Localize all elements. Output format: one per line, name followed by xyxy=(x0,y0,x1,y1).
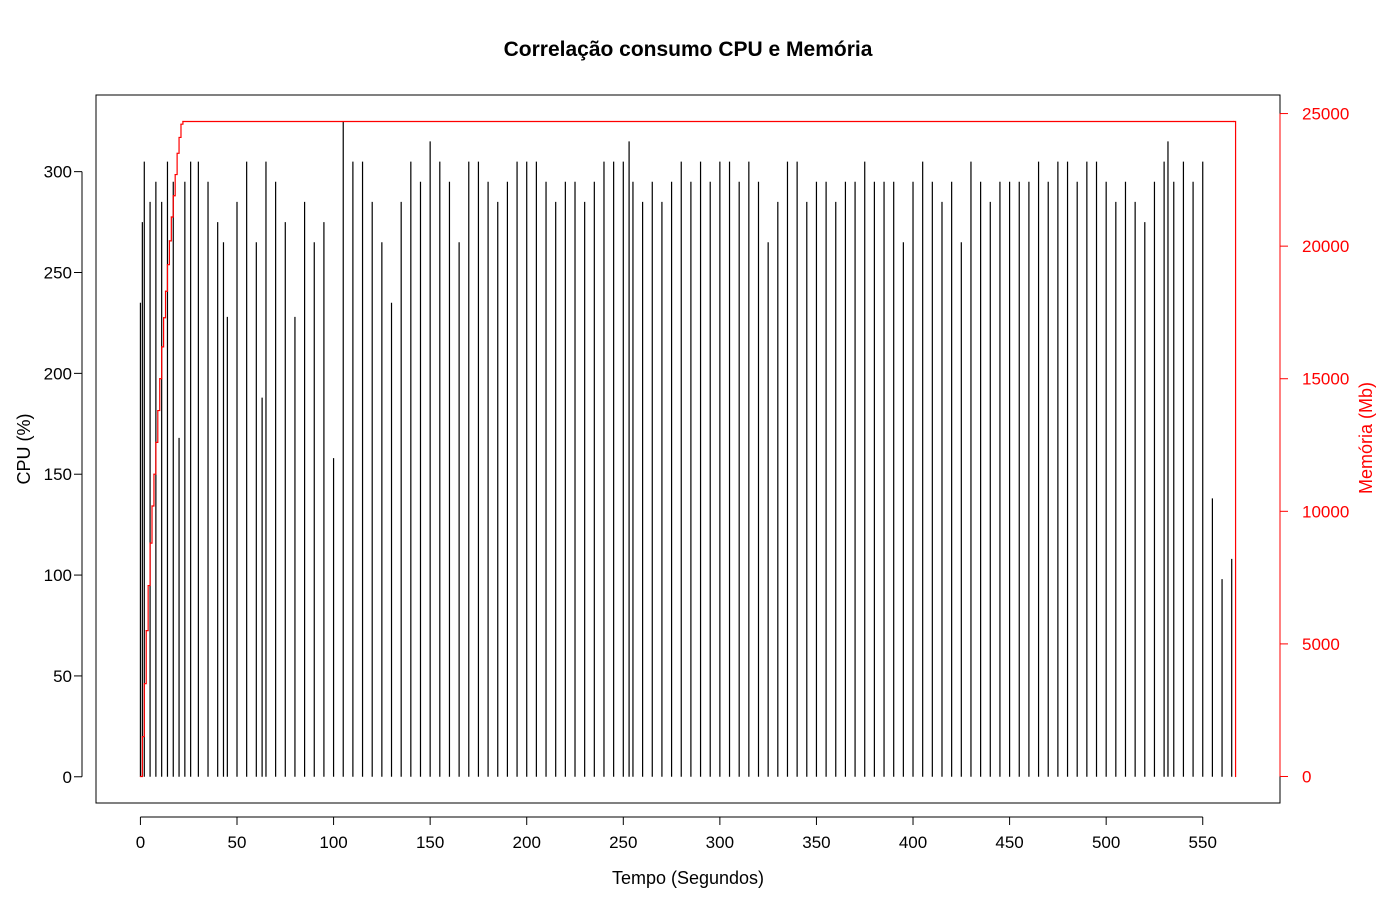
x-axis: 0 50 100 150 200 250 300 350 400 450 500 550 xyxy=(136,816,1217,852)
x-tick-label: 550 xyxy=(1189,833,1217,852)
chart-title: Correlação consumo CPU e Memória xyxy=(504,38,873,61)
memory-point xyxy=(155,441,157,443)
y-axis-right-label: Memória (Mb) xyxy=(1356,382,1376,494)
memory-point xyxy=(151,505,153,507)
memory-point xyxy=(174,173,176,176)
y-right-tick-label: 25000 xyxy=(1302,105,1349,124)
y-left-tick-label: 300 xyxy=(44,163,72,182)
y-axis-right: 0 5000 10000 15000 20000 25000 xyxy=(1279,105,1349,786)
memory-point xyxy=(1233,120,1235,123)
y-axis-left-label: CPU (%) xyxy=(14,414,34,485)
memory-point xyxy=(153,473,155,475)
x-tick-label: 400 xyxy=(899,833,927,852)
x-tick-label: 250 xyxy=(609,833,637,852)
memory-point xyxy=(172,195,174,197)
memory-point xyxy=(168,240,170,242)
y-left-tick-label: 150 xyxy=(44,465,72,484)
x-tick-label: 200 xyxy=(513,833,541,852)
y-right-tick-label: 20000 xyxy=(1302,237,1349,256)
memory-point xyxy=(170,216,172,218)
memory-point xyxy=(178,136,180,139)
y-left-tick-label: 50 xyxy=(53,667,72,686)
y-right-tick-label: 15000 xyxy=(1302,370,1349,389)
memory-point xyxy=(182,120,184,123)
memory-point xyxy=(141,736,143,738)
memory-point xyxy=(163,317,165,319)
x-tick-label: 300 xyxy=(706,833,734,852)
cpu-series-spikes xyxy=(139,121,1233,777)
memory-point xyxy=(176,152,178,154)
memory-point xyxy=(145,630,147,632)
x-tick-label: 350 xyxy=(802,833,830,852)
memory-series xyxy=(139,120,1237,778)
y-left-tick-label: 250 xyxy=(44,264,72,283)
memory-point xyxy=(157,409,159,412)
memory-point xyxy=(1234,775,1237,778)
memory-point xyxy=(143,683,145,685)
memory-point xyxy=(161,346,163,348)
y-axis-left: 0 50 100 150 200 250 300 xyxy=(44,163,83,787)
y-left-tick-label: 100 xyxy=(44,566,72,585)
x-tick-label: 150 xyxy=(416,833,444,852)
x-tick-label: 500 xyxy=(1092,833,1120,852)
plot-area-box xyxy=(95,94,1281,804)
y-right-tick-label: 0 xyxy=(1302,767,1311,786)
memory-point xyxy=(164,290,167,292)
x-axis-label: Tempo (Segundos) xyxy=(612,868,764,888)
memory-line xyxy=(140,120,1237,778)
y-left-tick-label: 200 xyxy=(44,364,72,383)
x-tick-label: 450 xyxy=(995,833,1023,852)
x-tick-label: 0 xyxy=(136,833,145,852)
memory-point xyxy=(139,775,142,778)
memory-point xyxy=(147,584,149,587)
memory-point xyxy=(166,264,169,266)
memory-point xyxy=(180,123,182,125)
memory-point xyxy=(149,542,151,544)
y-right-tick-label: 10000 xyxy=(1302,502,1349,521)
y-right-tick-label: 5000 xyxy=(1302,635,1340,654)
x-tick-label: 100 xyxy=(319,833,347,852)
memory-point xyxy=(159,378,161,380)
y-left-tick-label: 0 xyxy=(63,768,72,787)
x-tick-label: 50 xyxy=(228,833,247,852)
